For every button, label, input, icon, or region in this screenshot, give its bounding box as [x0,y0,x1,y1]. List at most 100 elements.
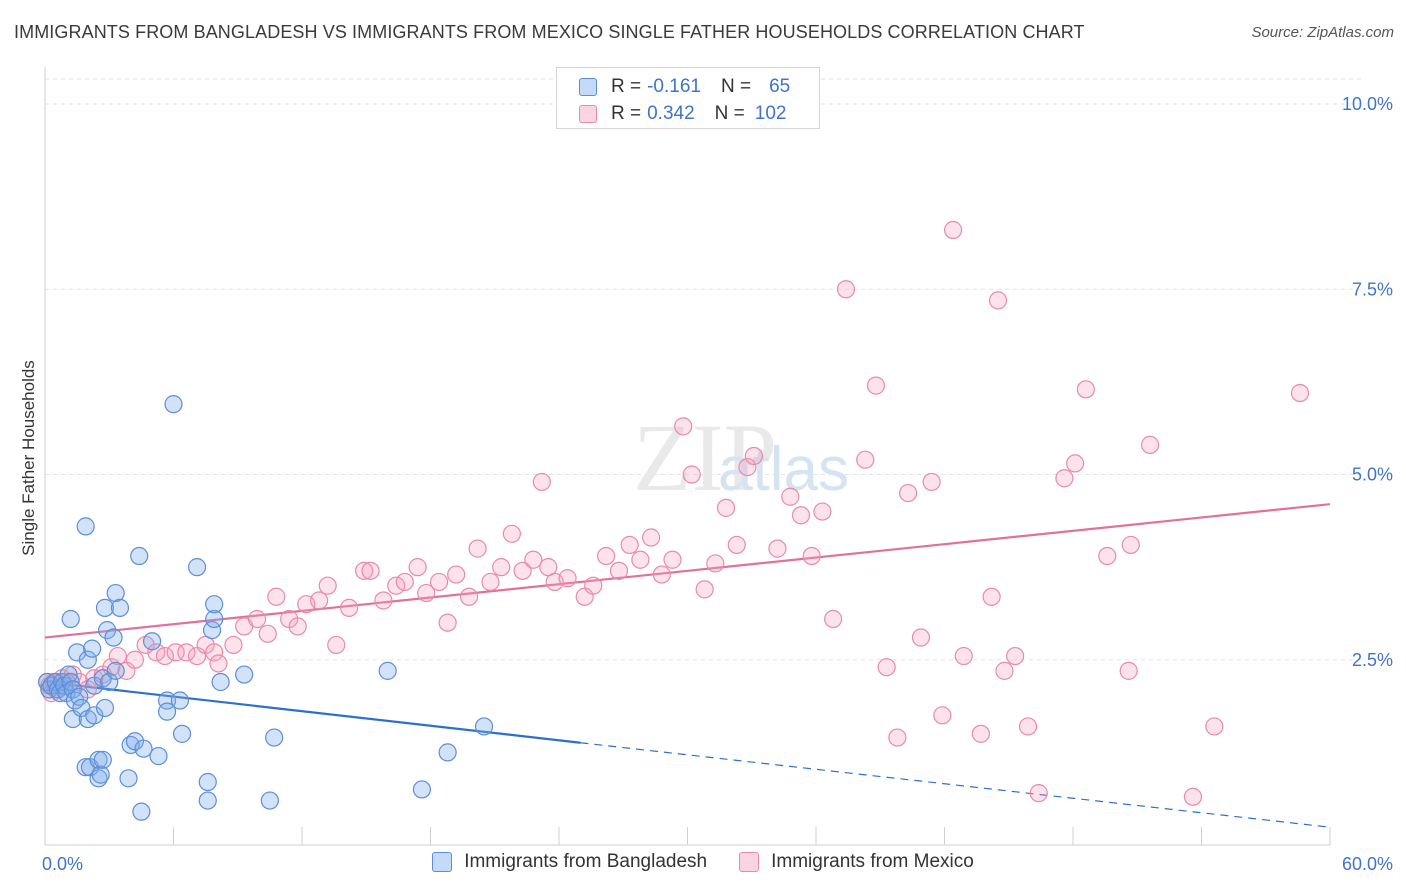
bangladesh-point [149,746,168,766]
mexico-point [898,483,918,503]
correlation-legend: R = -0.161 N = 65 R = 0.342 N = 102 [556,67,820,129]
mexico-point [682,465,701,484]
mexico-point [791,506,811,525]
bangladesh-point [157,702,177,721]
bangladesh-point [85,706,104,725]
mexico-point [224,635,243,655]
mexico-point [166,643,185,662]
mexico-point [258,624,277,643]
legend-swatch-blue [579,78,597,96]
legend-swatch-blue [432,852,453,872]
mexico-point [1119,661,1138,680]
mexico-point [988,291,1008,310]
bangladesh-point [412,780,432,799]
mexico-point [652,565,671,584]
mexico-point [824,609,843,629]
bangladesh-point [76,517,95,536]
mexico-point [597,546,616,566]
bangladesh-trend-extension [580,742,1331,828]
mexico-point [695,580,714,599]
mexico-point [1018,717,1038,736]
mexico-point [492,558,511,577]
y-tick-label: 5.0% [1352,465,1393,485]
mexico-point [1183,787,1203,806]
bangladesh-point [89,750,108,769]
mexico-point [954,646,973,666]
mexico-point [641,528,661,547]
bangladesh-point [198,772,217,792]
mexico-point [288,617,307,636]
bangladesh-point [100,672,119,692]
x-tick-label: 60.0% [1342,854,1393,874]
bangladesh-point [95,598,115,617]
legend-swatch-pink [579,105,597,123]
mexico-point [417,583,436,603]
mexico-point [738,458,757,477]
mexico-point [813,502,832,521]
n-label: N = [714,103,745,124]
data-points [38,220,1310,821]
legend-item-mexico: Immigrants from Mexico [739,851,974,873]
r-label: R = [611,103,642,124]
bangladesh-point [119,769,138,788]
mexico-point [125,650,145,669]
legend-label: Immigrants from Bangladesh [464,851,708,872]
bangladesh-point [170,691,190,710]
mexico-point [1121,535,1140,555]
y-tick-label: 2.5% [1352,650,1393,670]
bangladesh-point [378,661,397,680]
legend-swatch-pink [739,852,760,872]
mexico-point [374,591,393,610]
mexico-point [631,550,650,569]
mexico-point [1098,546,1117,566]
bangladesh-point [211,672,230,692]
bangladesh-point [205,595,224,614]
mexico-point [856,450,875,469]
series-legend: Immigrants from Bangladesh Immigrants fr… [0,851,1406,873]
mexico-point [1006,646,1025,666]
bangladesh-point [260,791,279,810]
bangladesh-trend-line [44,680,581,744]
r-value: 0.342 [647,103,695,124]
mexico-point [209,654,228,673]
mexico-point [1140,435,1160,454]
mexico-point [177,643,196,662]
bangladesh-point [83,639,102,658]
mexico-point [933,706,952,725]
y-axis-title: Single Father Households [19,360,38,556]
bangladesh-point [104,628,123,647]
y-tick-label: 10.0% [1342,94,1393,114]
bangladesh-point [235,665,254,684]
n-label: N = [720,76,752,97]
tick-labels: 2.5% 5.0% 7.5% 10.0% 0.0% 60.0% [42,94,1393,874]
mexico-point [524,550,543,569]
mexico-point [395,572,414,592]
mexico-point [318,576,337,595]
mexico-point [943,220,963,240]
bangladesh-point [98,621,117,640]
mexico-point [481,572,500,592]
n-value: 65 [769,76,791,97]
mexico-point [447,565,466,584]
mexico-point [513,561,532,580]
bangladesh-point [61,672,80,692]
bangladesh-point [78,650,97,669]
watermark-zip: ZIP [633,404,777,511]
mexico-point [911,628,931,647]
bangladesh-point [110,598,130,617]
mexico-point [995,661,1014,680]
mexico-point [327,635,346,655]
mexico-point [620,535,639,555]
mexico-point [355,561,374,580]
bangladesh-point [187,558,207,577]
axes [44,67,1331,846]
mexico-point [502,524,521,543]
legend-label: Immigrants from Mexico [771,851,974,872]
mexico-point [340,598,359,617]
mexico-point [532,472,551,492]
n-value: 102 [754,103,787,124]
mexico-point [609,561,629,580]
mexico-point [361,561,380,580]
bangladesh-point [93,750,112,769]
